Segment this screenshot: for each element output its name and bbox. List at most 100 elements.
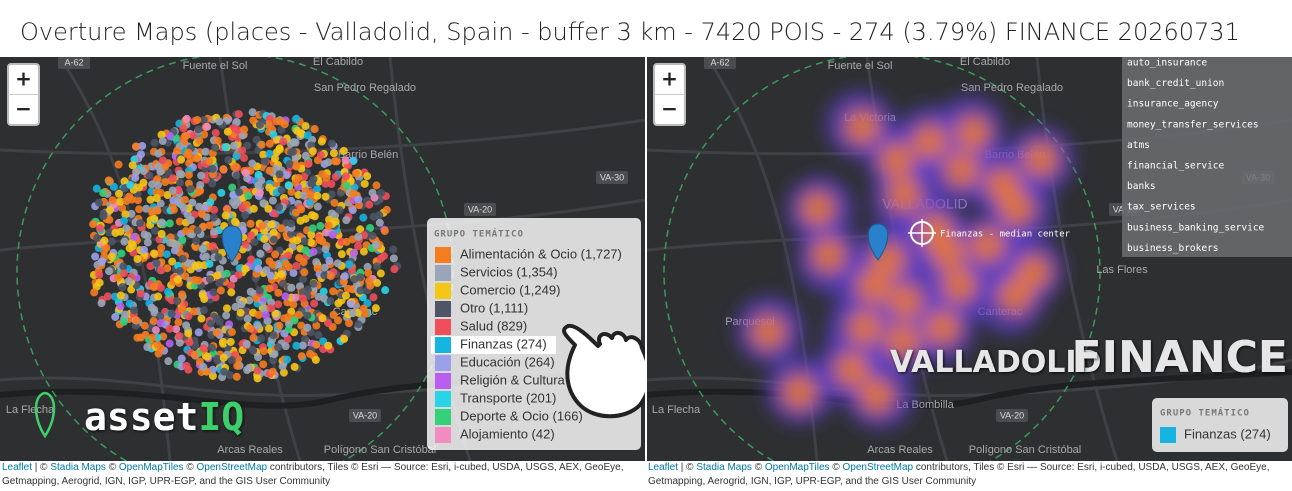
poi-dot bbox=[301, 121, 310, 130]
poi-dot bbox=[369, 293, 378, 302]
legend-label[interactable]: Alojamiento (42) bbox=[460, 426, 555, 441]
poi-dot bbox=[291, 293, 300, 302]
road-label: VA-30 bbox=[600, 172, 624, 182]
poi-dot bbox=[124, 277, 133, 286]
poi-dot bbox=[232, 171, 241, 180]
poi-dot bbox=[199, 306, 208, 315]
poi-dot bbox=[175, 332, 184, 341]
legend-label[interactable]: Finanzas (274) bbox=[460, 336, 547, 351]
poi-dot bbox=[119, 269, 128, 278]
road-label-bg bbox=[58, 57, 90, 69]
poi-dot bbox=[174, 318, 183, 327]
legend-label[interactable]: Alimentación & Ocio (1,727) bbox=[460, 246, 622, 261]
poi-dot bbox=[194, 125, 203, 134]
poi-dot bbox=[305, 198, 314, 207]
legend-label[interactable]: Servicios (1,354) bbox=[460, 264, 558, 279]
poi-dot bbox=[316, 222, 325, 231]
poi-dot bbox=[227, 288, 236, 297]
poi-dot bbox=[198, 210, 207, 219]
legend-label[interactable]: Religión & Cultura (225) bbox=[460, 372, 599, 387]
poi-dot bbox=[329, 310, 338, 319]
attribution-text: contributors, Tiles © Esri — Source: Esr… bbox=[2, 462, 624, 487]
poi-dot bbox=[324, 158, 333, 167]
poi-dot bbox=[260, 235, 269, 244]
poi-dot bbox=[382, 205, 391, 214]
attribution-link[interactable]: OpenStreetMap bbox=[196, 462, 268, 473]
place-label: Arcas Reales bbox=[867, 444, 933, 456]
road-label: A-62 bbox=[64, 57, 83, 67]
poi-dot bbox=[262, 242, 271, 251]
poi-dot bbox=[253, 366, 262, 375]
heat-core bbox=[924, 309, 961, 346]
poi-dot bbox=[314, 331, 323, 340]
poi-dot bbox=[272, 180, 281, 189]
poi-dot bbox=[210, 227, 219, 236]
legend-label[interactable]: Transporte (201) bbox=[460, 390, 556, 405]
poi-dot bbox=[242, 339, 251, 348]
poi-dot bbox=[260, 157, 269, 166]
poi-dot bbox=[214, 253, 223, 262]
legend-label[interactable]: Deporte & Ocio (166) bbox=[460, 408, 583, 423]
poi-dot bbox=[207, 343, 216, 352]
poi-dot bbox=[373, 262, 382, 271]
zoom-out[interactable]: − bbox=[15, 97, 32, 121]
attribution-link[interactable]: OpenStreetMap bbox=[842, 462, 914, 473]
legend-label[interactable]: Finanzas (274) bbox=[1184, 426, 1271, 441]
poi-dot bbox=[139, 245, 148, 254]
poi-dot bbox=[376, 254, 385, 263]
poi-dot bbox=[164, 168, 173, 177]
legend-label[interactable]: Salud (829) bbox=[460, 318, 527, 333]
poi-dot bbox=[213, 136, 222, 145]
poi-dot bbox=[184, 312, 193, 321]
zoom-in[interactable]: + bbox=[661, 67, 678, 91]
poi-dot bbox=[313, 264, 322, 273]
heatmap bbox=[736, 91, 1074, 429]
attribution-link[interactable]: Stadia Maps bbox=[50, 462, 106, 473]
poi-dot bbox=[278, 362, 287, 371]
place-label: San Pedro Regalado bbox=[314, 82, 416, 94]
poi-dot bbox=[140, 230, 149, 239]
poi-dot bbox=[268, 260, 277, 269]
poi-dot bbox=[247, 231, 256, 240]
poi-dot bbox=[259, 150, 268, 159]
attribution-link[interactable]: OpenMapTiles bbox=[764, 462, 830, 473]
poi-dot bbox=[271, 250, 280, 259]
poi-dot bbox=[121, 210, 130, 219]
attribution-link[interactable]: Leaflet bbox=[648, 462, 679, 473]
poi-dot bbox=[265, 166, 274, 175]
poi-dot bbox=[133, 196, 142, 205]
legend-label[interactable]: Comercio (1,249) bbox=[460, 282, 560, 297]
poi-dot bbox=[274, 288, 283, 297]
poi-dot bbox=[250, 238, 259, 247]
poi-dot bbox=[120, 177, 129, 186]
poi-dot bbox=[254, 264, 263, 273]
attribution-link[interactable]: Stadia Maps bbox=[696, 462, 752, 473]
poi-dot bbox=[277, 270, 286, 279]
poi-dot bbox=[151, 326, 160, 335]
legend-swatch bbox=[435, 427, 451, 443]
legend-label[interactable]: Otro (1,111) bbox=[460, 300, 528, 315]
poi-dot bbox=[156, 283, 165, 292]
poi-dot bbox=[281, 259, 290, 268]
poi-dot bbox=[140, 321, 149, 330]
poi-dot bbox=[153, 181, 162, 190]
legend-label[interactable]: Educación (264) bbox=[460, 354, 555, 369]
attribution-link[interactable]: Leaflet bbox=[2, 462, 33, 473]
poi-dot bbox=[149, 283, 158, 292]
heat-core bbox=[884, 322, 921, 359]
poi-dot bbox=[308, 147, 317, 156]
zoom-out[interactable]: − bbox=[661, 97, 678, 121]
poi-dot bbox=[310, 299, 319, 308]
zoom-in[interactable]: + bbox=[15, 67, 32, 91]
poi-dot bbox=[169, 196, 178, 205]
poi-dot bbox=[197, 171, 206, 180]
attribution-link[interactable]: OpenMapTiles bbox=[118, 462, 184, 473]
heat-core bbox=[929, 234, 966, 271]
poi-dot bbox=[329, 149, 338, 158]
poi-dot bbox=[254, 353, 263, 362]
poi-dot bbox=[340, 272, 349, 281]
legend-swatch bbox=[435, 319, 451, 335]
poi-dot bbox=[164, 357, 173, 366]
poi-dot bbox=[307, 230, 316, 239]
poi-dot bbox=[271, 154, 280, 163]
